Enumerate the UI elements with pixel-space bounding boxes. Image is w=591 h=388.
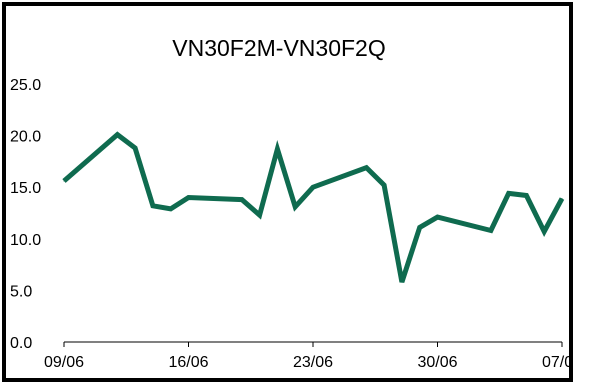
data-point — [401, 281, 403, 283]
y-tick-label: 25.0 — [10, 77, 41, 94]
chart-title: VN30F2M-VN30F2Q — [172, 35, 385, 61]
data-point — [63, 180, 65, 182]
x-tick-label: 23/06 — [293, 354, 333, 371]
y-tick-label: 0.0 — [10, 335, 32, 352]
data-point — [259, 214, 261, 216]
data-point — [543, 231, 545, 233]
x-tick-label: 09/06 — [44, 354, 84, 371]
data-point — [561, 198, 563, 200]
y-tick-label: 5.0 — [10, 283, 32, 300]
data-point — [276, 148, 278, 150]
x-tick-label: 30/06 — [417, 354, 457, 371]
data-point — [116, 134, 118, 136]
y-tick-label: 15.0 — [10, 180, 41, 197]
series-group — [62, 131, 565, 283]
data-point — [312, 186, 314, 188]
y-axis: 0.0 5.0 10.0 15.0 20.0 25.0 — [10, 77, 41, 352]
data-point — [152, 205, 154, 207]
y-tick-label: 10.0 — [10, 232, 41, 249]
data-point — [294, 206, 296, 208]
data-point — [365, 167, 367, 169]
data-point — [490, 230, 492, 232]
data-point — [170, 208, 172, 210]
data-point — [188, 197, 189, 199]
data-point — [134, 147, 136, 149]
y-tick-label: 20.0 — [10, 129, 41, 146]
chart-frame: VN30F2M-VN30F2Q 0.0 5.0 10.0 15.0 20.0 25.0 0… — [2, 2, 573, 382]
line-chart: VN30F2M-VN30F2Q 0.0 5.0 10.0 15.0 20.0 25.0 0… — [10, 35, 569, 371]
x-tick-label: 16/06 — [168, 354, 208, 371]
data-point — [419, 226, 421, 228]
data-point — [241, 199, 243, 201]
data-point — [525, 194, 527, 196]
x-axis: 09/06 16/06 23/06 30/06 07/07 — [44, 342, 569, 371]
series-line — [62, 131, 565, 283]
data-point — [508, 192, 510, 194]
data-point — [383, 184, 385, 186]
x-tick-label: 07/07 — [542, 354, 569, 371]
data-point — [437, 216, 438, 218]
